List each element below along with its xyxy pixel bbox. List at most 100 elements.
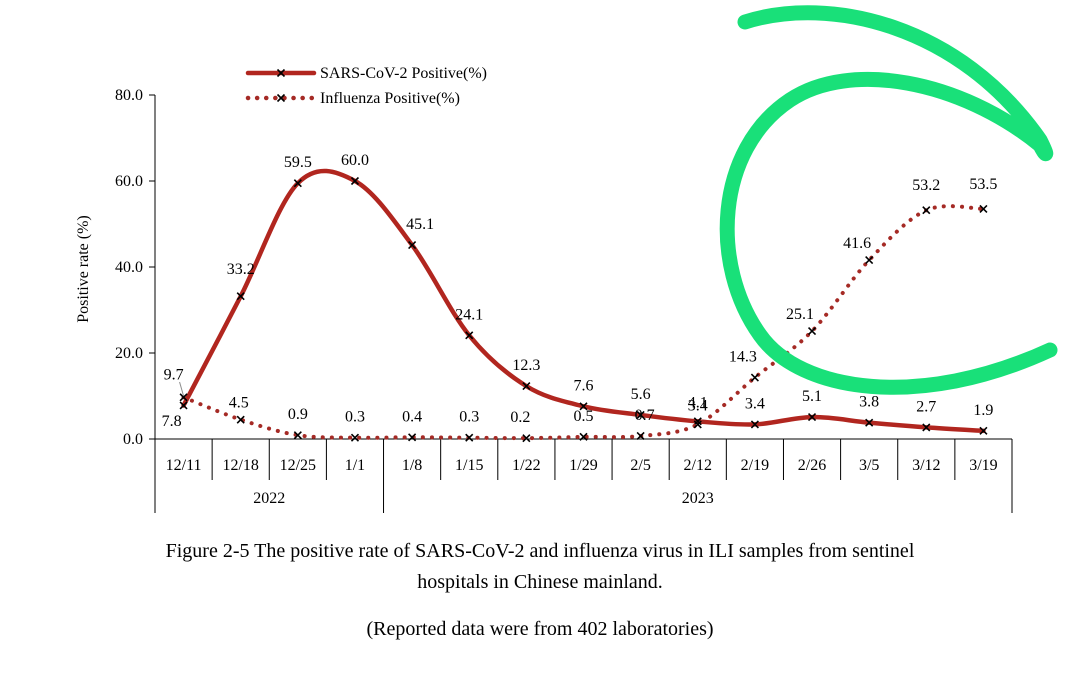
sars-cov-2-data-label: 7.6 [574, 377, 594, 394]
influenza-point [636, 431, 645, 441]
sars-cov-2-point [807, 413, 817, 422]
sars-cov-2-data-label: 12.3 [512, 357, 540, 374]
sars-cov-2-data-label: 2.7 [916, 398, 936, 415]
influenza-point [465, 433, 474, 442]
x-tick-label: 12/11 [166, 457, 202, 474]
x-tick-label: 2/12 [684, 457, 712, 474]
sars-cov-2-data-label: 59.5 [284, 154, 312, 171]
influenza-data-label: 0.4 [402, 408, 422, 425]
sars-cov-2-data-label: 24.1 [455, 306, 483, 323]
x-tick-label: 2/26 [798, 457, 826, 474]
data-labels: 7.833.259.5 60.045.124.112.37.65.6 4.1 3.4 5… [162, 152, 998, 430]
influenza-data-label: 4.5 [229, 395, 249, 412]
x-tick-label: 3/5 [859, 457, 879, 474]
influenza-point [408, 433, 417, 442]
y-tick-label: 20.0 [115, 345, 143, 362]
sars-cov-2-point [579, 402, 588, 411]
sars-cov-2-point [465, 331, 474, 340]
label-leader-line [179, 381, 185, 397]
influenza-point [579, 432, 588, 441]
x-tick-label: 1/15 [455, 457, 483, 474]
figure-caption-line-2: hospitals in Chinese mainland. [417, 571, 663, 593]
sars-cov-2-point [865, 418, 874, 427]
figure-caption-line-3: (Reported data were from 402 laboratorie… [366, 618, 714, 640]
sars-cov-2-data-label: 33.2 [227, 261, 255, 278]
sars-cov-2-point [522, 382, 531, 391]
hand-drawn-annotation-stroke [719, 5, 1058, 395]
influenza-point [236, 415, 245, 424]
influenza-data-label: 25.1 [786, 306, 814, 323]
influenza-data-label: 9.7 [164, 366, 184, 383]
legend: SARS-CoV-2 Positive(%) Influenza Positive… [245, 65, 487, 107]
influenza-data-label: 14.3 [729, 349, 757, 366]
x-tick-label: 1/1 [345, 457, 365, 474]
year-label: 2022 [253, 490, 285, 507]
sars-cov-2-point [350, 176, 360, 186]
x-tick-label: 1/8 [402, 457, 422, 474]
figure-caption-line-1: Figure 2-5 The positive rate of SARS-CoV… [165, 540, 915, 562]
legend-marker [276, 93, 286, 103]
legend-label-sars-cov-2: SARS-CoV-2 Positive(%) [320, 65, 487, 82]
influenza-point [750, 373, 759, 382]
axes: 0.0 20.0 40.0 60.0 80.0 Positive rate (%) 12/1… [75, 87, 1013, 513]
influenza-data-label: 53.2 [912, 177, 940, 194]
influenza-point [350, 433, 360, 442]
sars-cov-2-data-label: 5.6 [631, 386, 651, 403]
sars-cov-2-point [236, 292, 245, 301]
sars-cov-2-point [636, 410, 645, 419]
x-tick-label: 2/5 [630, 457, 650, 474]
sars-cov-2-data-label: 1.9 [973, 402, 993, 419]
x-tick-label: 3/19 [969, 457, 997, 474]
influenza-point [865, 256, 874, 265]
influenza-data-label: 0.2 [510, 409, 530, 426]
sars-cov-2-point [408, 241, 417, 250]
influenza-point [522, 434, 531, 443]
x-tick-label: 12/18 [222, 457, 258, 474]
sars-cov-2-data-label: 4.1 [688, 394, 708, 411]
legend-marker [276, 68, 286, 78]
series-layer [179, 168, 988, 443]
sars-cov-2-point [693, 417, 702, 426]
influenza-data-label: 0.3 [459, 409, 479, 426]
y-tick-label: 80.0 [115, 87, 143, 104]
sars-cov-2-point [179, 401, 188, 410]
influenza-data-label: 0.9 [288, 406, 308, 423]
y-tick-label: 60.0 [115, 173, 143, 190]
sars-cov-2-point [293, 179, 302, 188]
sars-cov-2-data-label: 60.0 [341, 152, 369, 169]
sars-cov-2-data-label: 7.8 [162, 413, 182, 430]
influenza-data-label: 0.7 [635, 407, 655, 424]
influenza-point [979, 204, 988, 214]
year-label: 2023 [682, 490, 714, 507]
influenza-data-label: 0.5 [574, 408, 594, 425]
sars-cov-2-data-label: 3.4 [745, 395, 765, 412]
x-tick-label: 2/19 [741, 457, 769, 474]
sars-cov-2-point [750, 420, 759, 429]
sars-cov-2-point [979, 426, 988, 435]
influenza-data-label: 3.4 [688, 397, 708, 414]
annotation-layer [719, 5, 1058, 395]
chart: 0.0 20.0 40.0 60.0 80.0 Positive rate (%) 12/1… [75, 5, 1058, 513]
x-tick-label: 1/22 [512, 457, 540, 474]
sars-cov-2-data-label: 3.8 [859, 394, 879, 411]
y-tick-label: 0.0 [123, 431, 143, 448]
influenza-point [807, 327, 817, 336]
legend-label-influenza: Influenza Positive(%) [320, 90, 460, 107]
influenza-line [181, 204, 986, 441]
influenza-data-label: 41.6 [843, 235, 871, 252]
sars-cov-2-data-label: 5.1 [802, 388, 822, 405]
sars-cov-2-point [922, 423, 931, 432]
influenza-data-label: 0.3 [345, 409, 365, 426]
influenza-point [922, 206, 931, 215]
x-tick-label: 12/25 [280, 457, 316, 474]
influenza-point [179, 393, 188, 402]
influenza-data-label: 53.5 [969, 176, 997, 193]
influenza-point [693, 420, 702, 429]
x-tick-label: 3/12 [912, 457, 940, 474]
influenza-point [293, 431, 302, 440]
x-tick-label: 1/29 [569, 457, 597, 474]
y-axis-label: Positive rate (%) [75, 215, 92, 323]
sars-cov-2-data-label: 45.1 [406, 216, 434, 233]
y-tick-label: 40.0 [115, 259, 143, 276]
sars-cov-2-line [181, 168, 986, 434]
